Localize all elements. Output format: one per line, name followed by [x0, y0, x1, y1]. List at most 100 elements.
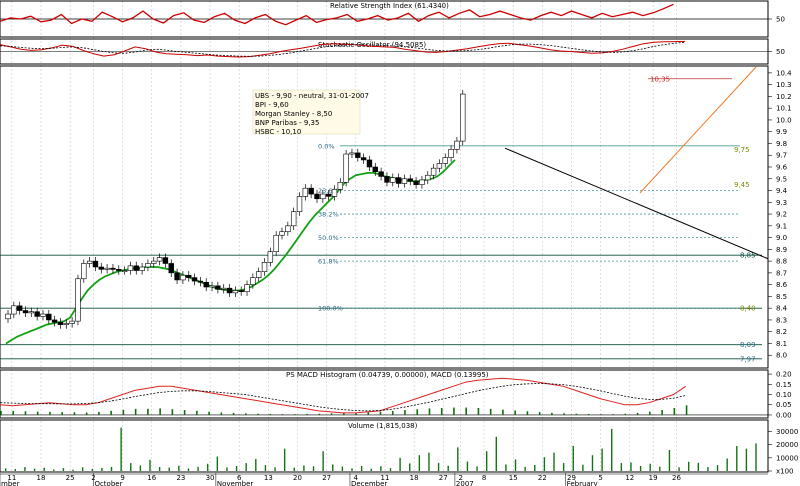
price-axis-tick-label: 10.3 — [776, 81, 792, 89]
candle-body — [186, 274, 192, 278]
macd-histogram-bar — [600, 414, 602, 415]
volume-bar — [187, 468, 190, 471]
volume-bar — [678, 467, 680, 471]
volume-bar — [476, 466, 478, 471]
x-tick-label: 26 — [672, 474, 681, 482]
x-tick-label: 4 — [354, 474, 359, 482]
macd-histogram-bar — [428, 408, 431, 415]
macd-histogram-bar — [85, 412, 88, 415]
macd-histogram-bar — [416, 409, 419, 415]
volume-bar — [687, 461, 690, 471]
candle-body — [273, 234, 279, 253]
candle-body — [401, 178, 408, 184]
volume-bar — [139, 465, 142, 471]
candle-body — [197, 280, 204, 283]
macd-axis-tick-label: 0.20 — [776, 371, 792, 379]
candle-body — [244, 284, 250, 293]
stochastic-k-line — [0, 40, 686, 58]
volume-bar — [264, 465, 267, 471]
candle-body — [151, 260, 157, 264]
macd-axis-tick-label: 0.10 — [776, 391, 792, 399]
volume-bar — [81, 467, 84, 471]
macd-histogram-bar — [61, 412, 63, 415]
macd-histogram-bar — [73, 412, 76, 415]
volume-bar — [639, 466, 642, 471]
macd-histogram-bar — [12, 410, 15, 415]
macd-line — [0, 377, 687, 414]
candle-body — [372, 166, 378, 173]
macd-histogram-bar — [196, 410, 198, 415]
candle-body — [255, 271, 262, 278]
x-tick-label: 8 — [482, 474, 486, 482]
volume-bar — [24, 467, 26, 471]
price-axis-tick-label: 10.2 — [776, 93, 792, 101]
x-tick-label: 30 — [206, 474, 215, 482]
macd-histogram-bar — [220, 412, 223, 415]
macd-axis-tick-label: 0.15 — [776, 381, 792, 389]
macd-histogram-bar — [612, 414, 614, 415]
candle-body — [337, 181, 344, 190]
candle-body — [267, 251, 274, 263]
candle-body — [203, 281, 209, 288]
x-month-label: mber — [1, 480, 20, 486]
volume-bar — [351, 468, 353, 471]
volume-bar — [216, 456, 219, 471]
volume-bar — [91, 468, 93, 471]
candle-body — [226, 287, 233, 294]
price-axis-tick-label: 8.5 — [776, 293, 787, 301]
fibonacci-level-label: 0.0% — [318, 142, 335, 150]
macd-histogram-bar — [134, 408, 137, 415]
volume-bar — [418, 455, 421, 471]
volume-bar — [43, 467, 45, 471]
volume-axis-tick-label: 30000 — [776, 428, 798, 436]
candle-body — [454, 140, 460, 150]
price-level-label: 9,45 — [734, 181, 750, 189]
macd-histogram-bar — [49, 411, 51, 415]
candle-body — [413, 180, 419, 185]
candle-body — [16, 305, 23, 311]
price-axis-tick-label: 9.3 — [776, 199, 787, 207]
volume-bar — [399, 457, 401, 471]
macd-histogram-bar — [453, 407, 455, 415]
volume-bar — [543, 457, 546, 471]
macd-histogram-bar — [355, 412, 357, 415]
volume-bar — [33, 468, 36, 471]
candle-body — [180, 274, 186, 281]
volume-bar — [716, 465, 719, 471]
x-tick-label: 23 — [176, 474, 185, 482]
macd-histogram-bar — [159, 408, 161, 415]
volume-bar — [659, 466, 661, 471]
volume-bar — [495, 436, 497, 471]
candle-body — [110, 267, 116, 270]
candle-body — [460, 93, 466, 142]
macd-histogram-bar — [367, 412, 370, 415]
volume-bar — [380, 466, 382, 471]
macd-histogram-bar — [404, 410, 406, 415]
x-tick-label: 22 — [538, 474, 547, 482]
price-axis-tick-label: 9.0 — [776, 234, 787, 242]
price-level-label: 10,35 — [650, 75, 670, 83]
annotation-line: BPI - 9,60 — [255, 101, 289, 109]
volume-bar — [14, 469, 17, 471]
volume-bar — [312, 466, 315, 471]
x-tick-label: 29 — [567, 474, 576, 482]
price-axis-tick-label: 9.2 — [776, 211, 787, 219]
macd-histogram-bar — [183, 410, 186, 415]
candle-body — [384, 176, 390, 183]
volume-bar — [245, 463, 247, 471]
volume-bar — [668, 449, 671, 471]
stochastic-axis-tick-label: 50 — [776, 48, 785, 56]
macd-histogram-bar — [330, 413, 333, 415]
macd-histogram-bar — [281, 414, 284, 415]
macd-histogram-bar — [391, 410, 394, 415]
macd-histogram-bar — [563, 413, 565, 415]
macd-histogram-bar — [661, 410, 663, 415]
volume-bar — [553, 452, 555, 471]
volume-bar — [611, 428, 613, 471]
candle-body — [98, 266, 104, 270]
macd-histogram-bar — [465, 407, 468, 415]
price-axis-tick-label: 8.1 — [776, 340, 787, 348]
volume-bar — [457, 447, 459, 471]
price-axis-tick-label: 9.7 — [776, 152, 787, 160]
volume-bar — [409, 463, 411, 471]
